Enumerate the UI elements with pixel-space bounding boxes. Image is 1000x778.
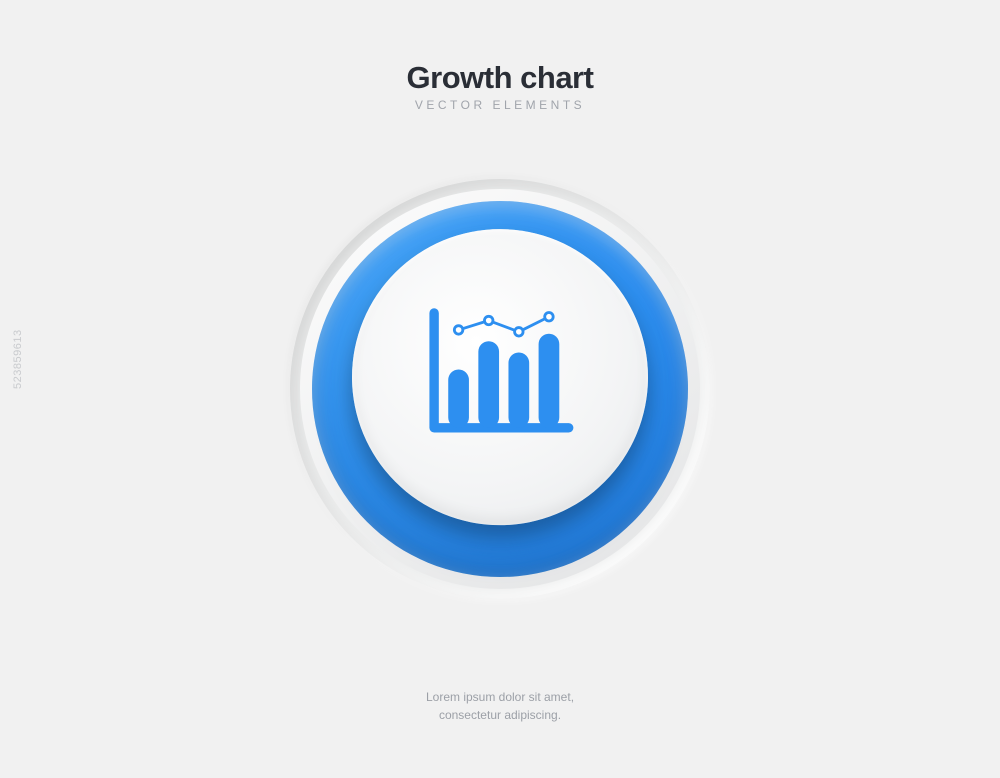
page-title: Growth chart [0,60,1000,96]
inner-disc [352,229,648,525]
watermark-id: 523859613 [12,329,24,389]
page-subtitle: VECTOR ELEMENTS [0,98,1000,112]
growth-chart-icon [420,299,580,449]
footer-line-2: consectetur adipiscing. [0,706,1000,724]
footer-line-1: Lorem ipsum dolor sit amet, [0,688,1000,706]
footer: Lorem ipsum dolor sit amet, consectetur … [0,688,1000,724]
header: Growth chart VECTOR ELEMENTS [0,60,1000,112]
neumorphic-button[interactable] [290,179,710,599]
